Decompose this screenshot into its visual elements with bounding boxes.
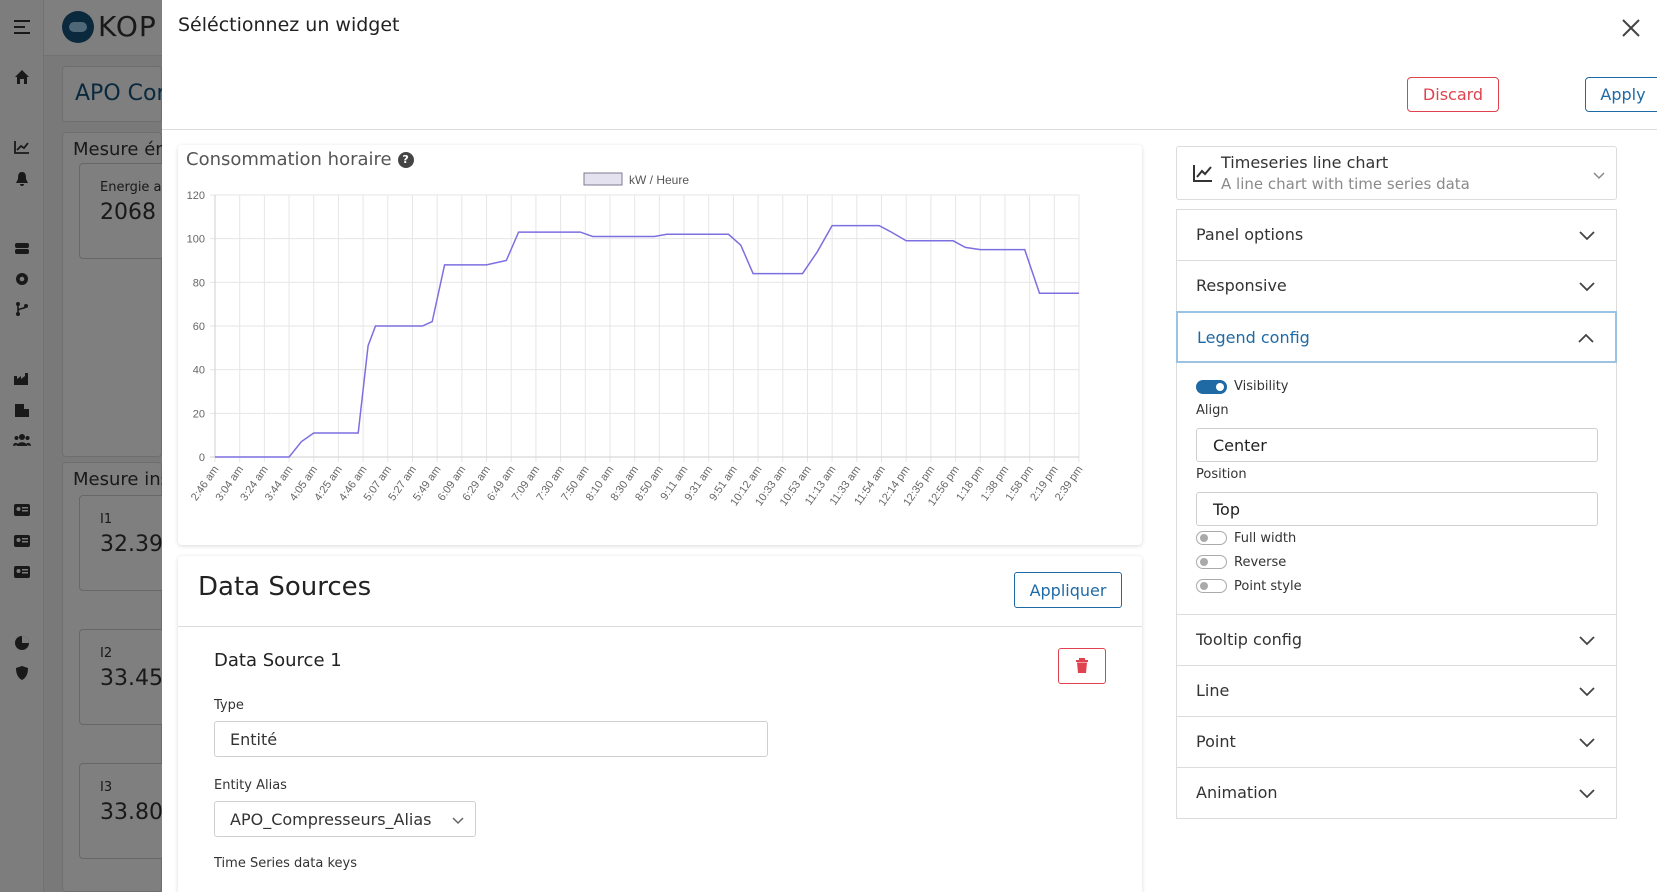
section-label: Point (1196, 732, 1236, 751)
chevron-down-icon (1579, 789, 1595, 799)
align-label: Align (1196, 403, 1229, 418)
position-input[interactable]: Top (1196, 492, 1598, 526)
help-icon[interactable]: ? (397, 151, 414, 168)
chevron-down-icon (1579, 687, 1595, 697)
type-input[interactable]: Entité (214, 721, 768, 757)
widget-type-description: A line chart with time series data (1221, 175, 1470, 193)
dialog-title: Séléctionnez un widget (178, 14, 400, 36)
legend-swatch (583, 172, 623, 186)
y-tick-label: 100 (187, 234, 205, 246)
animation-section[interactable]: Animation (1176, 768, 1617, 819)
point-section[interactable]: Point (1176, 717, 1617, 768)
chevron-down-icon (1579, 282, 1595, 292)
full-width-toggle[interactable] (1196, 531, 1227, 545)
data-source-title: Data Source 1 (214, 650, 342, 671)
section-label: Legend config (1197, 328, 1310, 347)
widget-type-select[interactable]: Timeseries line chart A line chart with … (1176, 146, 1617, 200)
series-line (215, 224, 1079, 458)
preview-title-text: Consommation horaire (186, 149, 392, 170)
chevron-down-icon (1579, 738, 1595, 748)
chevron-down-icon (1579, 636, 1595, 646)
entity-alias-select[interactable]: APO_Compresseurs_Alias (214, 801, 476, 837)
data-sources-title: Data Sources (198, 572, 372, 602)
legend-label: kW / Heure (629, 173, 689, 187)
widget-type-name: Timeseries line chart (1221, 153, 1389, 172)
visibility-label: Visibility (1234, 379, 1289, 394)
trash-icon (1076, 658, 1088, 673)
reverse-toggle[interactable] (1196, 555, 1227, 569)
time-series-keys-label: Time Series data keys (214, 856, 357, 871)
line-chart: 2:46 am3:04 am3:24 am3:44 am4:05 am4:25 … (187, 172, 1085, 508)
reverse-label: Reverse (1234, 555, 1287, 570)
preview-title: Consommation horaire ? (186, 149, 414, 170)
section-label: Tooltip config (1196, 630, 1302, 649)
entity-alias-label: Entity Alias (214, 778, 287, 793)
apply-button[interactable]: Apply (1585, 77, 1657, 112)
chevron-down-icon (1593, 172, 1605, 180)
entity-alias-value: APO_Compresseurs_Alias (230, 809, 432, 829)
visibility-toggle[interactable] (1196, 380, 1227, 394)
position-label: Position (1196, 467, 1247, 482)
section-label: Panel options (1196, 225, 1304, 244)
section-label: Line (1196, 681, 1230, 700)
line-chart-icon (1193, 165, 1212, 182)
discard-button[interactable]: Discard (1407, 77, 1499, 112)
y-tick-label: 60 (193, 321, 205, 333)
legend-config-section: Legend config Visibility Align Center Po… (1176, 311, 1617, 615)
responsive-section[interactable]: Responsive (1176, 261, 1617, 312)
data-sources-header: Data Sources Appliquer (178, 556, 1142, 627)
appliquer-button[interactable]: Appliquer (1014, 572, 1122, 608)
tooltip-config-section[interactable]: Tooltip config (1176, 615, 1617, 666)
dialog-header: Séléctionnez un widget Discard Apply (162, 0, 1657, 130)
y-tick-label: 20 (193, 408, 205, 420)
legend-config-header[interactable]: Legend config (1176, 311, 1617, 363)
section-label: Animation (1196, 783, 1278, 802)
chevron-down-icon (452, 817, 464, 825)
point-style-toggle[interactable] (1196, 579, 1227, 593)
point-style-label: Point style (1234, 579, 1302, 594)
type-label: Type (214, 698, 244, 713)
y-tick-label: 0 (199, 452, 205, 464)
close-icon[interactable] (1619, 16, 1643, 40)
line-section[interactable]: Line (1176, 666, 1617, 717)
legend-config-body: Visibility Align Center Position Top Ful… (1177, 362, 1616, 614)
align-input[interactable]: Center (1196, 428, 1598, 462)
widget-selection-dialog: Séléctionnez un widget Discard Apply 2:4… (162, 0, 1657, 892)
widget-config-panel: Timeseries line chart A line chart with … (1176, 146, 1617, 819)
data-sources-card: Data Sources Appliquer Data Source 1 Typ… (178, 556, 1142, 892)
panel-options-section[interactable]: Panel options (1176, 209, 1617, 261)
delete-button[interactable] (1058, 648, 1106, 684)
y-tick-label: 80 (193, 277, 205, 289)
chevron-up-icon (1578, 333, 1594, 343)
y-tick-label: 40 (193, 365, 205, 377)
y-tick-label: 120 (187, 190, 205, 202)
chevron-down-icon (1579, 231, 1595, 241)
widget-preview-card: 2:46 am 3:04 am 3:24 am 3:44 am 4:05 am 4:25 … (178, 145, 1142, 545)
section-label: Responsive (1196, 276, 1287, 295)
full-width-label: Full width (1234, 531, 1297, 546)
